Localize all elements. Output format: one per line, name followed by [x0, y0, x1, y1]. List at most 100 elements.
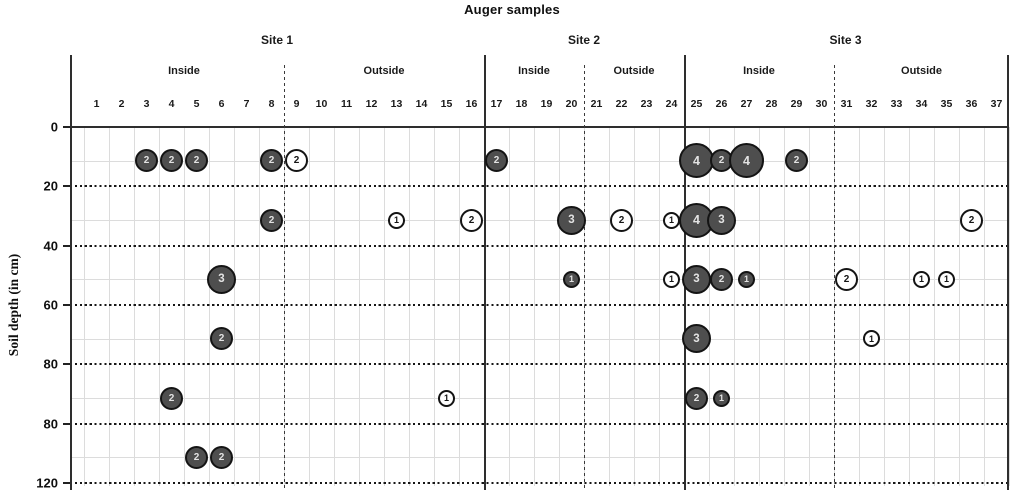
column-label: 26 — [715, 98, 728, 110]
minor-vertical-gridline — [884, 127, 885, 486]
minor-vertical-gridline — [859, 127, 860, 486]
site-label-2: Site 2 — [567, 33, 601, 47]
depth-gridline — [70, 244, 1009, 247]
column-label: 36 — [965, 98, 978, 110]
column-label: 8 — [268, 98, 275, 110]
minor-vertical-gridline — [734, 127, 735, 486]
inside-outside-divider — [584, 65, 585, 490]
y-tick-label: 40 — [43, 238, 58, 254]
minor-vertical-gridline — [909, 127, 910, 486]
minor-vertical-gridline — [84, 127, 85, 486]
minor-vertical-gridline — [559, 127, 560, 486]
minor-vertical-gridline — [759, 127, 760, 486]
sample-marker: 1 — [663, 211, 680, 229]
depth-gridline — [70, 185, 1009, 188]
sample-marker: 2 — [285, 149, 308, 173]
column-label: 5 — [193, 98, 200, 110]
column-label: 23 — [640, 98, 653, 110]
site-boundary-line — [1007, 55, 1009, 490]
minor-vertical-gridline — [159, 127, 160, 486]
sample-marker: 3 — [207, 264, 236, 294]
sample-marker: 2 — [685, 386, 708, 410]
column-label: 35 — [940, 98, 953, 110]
depth-gridline — [70, 363, 1009, 366]
sample-marker: 1 — [913, 270, 930, 288]
minor-vertical-gridline — [959, 127, 960, 486]
sample-marker: 2 — [260, 149, 283, 173]
sample-marker: 1 — [938, 270, 955, 288]
minor-vertical-gridline — [934, 127, 935, 486]
minor-horizontal-gridline — [70, 398, 1009, 399]
column-label: 12 — [365, 98, 378, 110]
minor-horizontal-gridline — [70, 160, 1009, 162]
column-label: 37 — [990, 98, 1003, 110]
y-tick-label: 20 — [43, 178, 58, 194]
sample-marker: 2 — [210, 445, 233, 469]
depth-gridline — [70, 304, 1009, 306]
y-tick-mark — [63, 304, 71, 306]
minor-vertical-gridline — [534, 127, 535, 486]
minor-vertical-gridline — [609, 127, 610, 486]
chart-title: Auger samples — [464, 2, 560, 17]
column-label: 10 — [315, 98, 328, 110]
column-label: 22 — [615, 98, 628, 110]
column-label: 33 — [890, 98, 903, 110]
sample-marker: 3 — [557, 205, 586, 235]
section-label-inside: Inside — [518, 65, 550, 77]
sample-marker: 2 — [785, 149, 808, 173]
sample-marker: 2 — [485, 149, 508, 173]
sample-marker: 1 — [388, 211, 405, 229]
sample-marker: 4 — [729, 143, 764, 179]
sample-marker: 2 — [135, 149, 158, 173]
sample-marker: 3 — [707, 205, 736, 235]
surface-line — [70, 126, 1009, 128]
column-label: 30 — [815, 98, 828, 110]
y-tick-label: 120 — [36, 475, 58, 491]
minor-vertical-gridline — [384, 127, 385, 486]
minor-horizontal-gridline — [70, 457, 1009, 459]
minor-vertical-gridline — [234, 127, 235, 486]
minor-vertical-gridline — [359, 127, 360, 486]
column-label: 6 — [218, 98, 225, 110]
column-label: 24 — [665, 98, 678, 110]
sample-marker: 2 — [160, 149, 183, 173]
sample-marker: 2 — [210, 327, 233, 351]
section-label-outside: Outside — [613, 65, 655, 77]
minor-vertical-gridline — [984, 127, 985, 486]
column-label: 18 — [515, 98, 528, 110]
minor-horizontal-gridline — [70, 220, 1009, 221]
minor-vertical-gridline — [409, 127, 410, 486]
sample-marker: 2 — [260, 208, 283, 232]
minor-vertical-gridline — [259, 127, 260, 486]
y-axis-title: Soil depth (in cm) — [6, 253, 21, 357]
sample-marker: 1 — [738, 270, 755, 288]
section-label-outside: Outside — [901, 65, 942, 77]
minor-vertical-gridline — [509, 127, 510, 486]
y-tick-label: 60 — [43, 297, 58, 313]
sample-marker: 3 — [682, 324, 711, 354]
inside-outside-divider — [284, 65, 285, 490]
column-label: 17 — [490, 98, 503, 110]
column-label: 16 — [465, 98, 478, 110]
column-label: 15 — [440, 98, 453, 110]
column-label: 28 — [765, 98, 778, 110]
sample-marker: 2 — [835, 267, 858, 291]
column-label: 29 — [790, 98, 803, 110]
sample-marker: 2 — [960, 208, 983, 232]
column-label: 2 — [118, 98, 125, 110]
column-label: 9 — [293, 98, 300, 110]
column-label: 25 — [690, 98, 703, 110]
minor-vertical-gridline — [634, 127, 635, 486]
y-tick-mark — [63, 422, 71, 425]
minor-horizontal-gridline — [70, 279, 1009, 281]
column-label: 19 — [540, 98, 553, 110]
column-label: 4 — [168, 98, 175, 110]
sample-marker: 2 — [610, 208, 633, 232]
minor-vertical-gridline — [809, 127, 810, 486]
site-label-3: Site 3 — [829, 33, 862, 47]
sample-marker: 2 — [710, 267, 733, 291]
minor-vertical-gridline — [1009, 127, 1010, 486]
depth-gridline — [70, 422, 1009, 425]
site-label-1: Site 1 — [260, 33, 294, 47]
